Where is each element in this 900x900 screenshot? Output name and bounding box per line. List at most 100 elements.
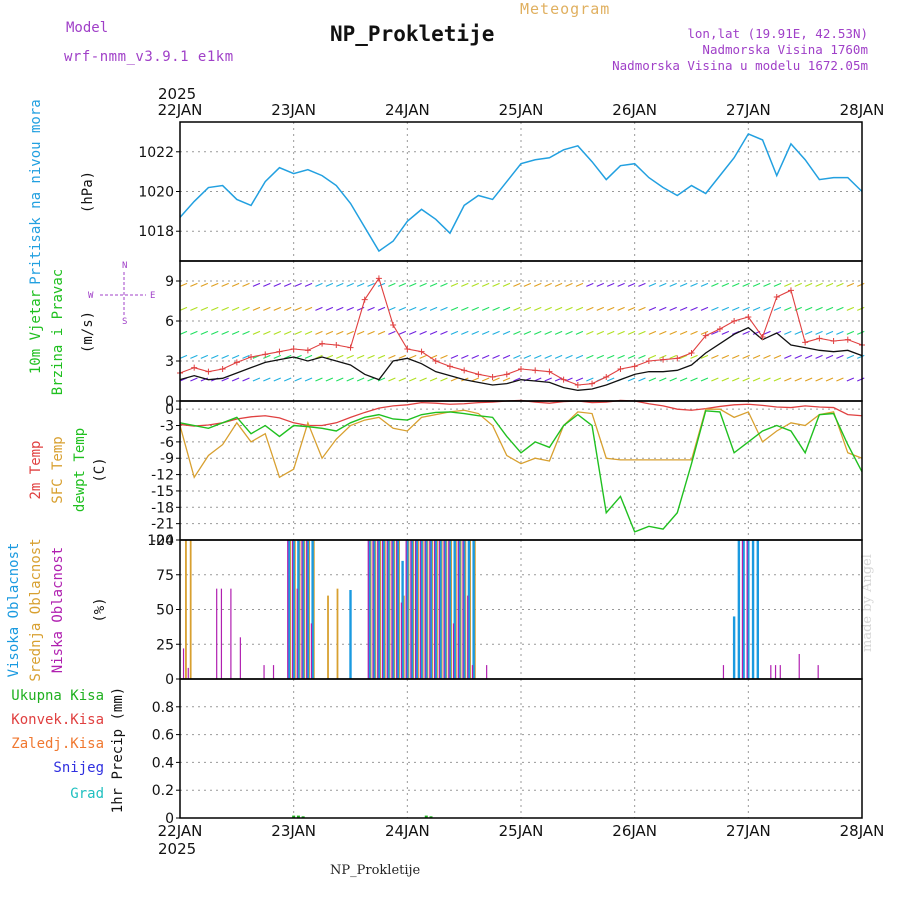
compass-n: N xyxy=(122,261,127,271)
wind-barb xyxy=(534,330,542,335)
wind-barb xyxy=(388,354,396,359)
wind-barb xyxy=(304,306,313,311)
wind-barb xyxy=(679,330,688,335)
wind-barb xyxy=(857,354,865,359)
wind-barb xyxy=(346,354,354,359)
wind-barb xyxy=(377,330,386,335)
cloud-tick-label: 0 xyxy=(165,672,174,688)
wind-barb xyxy=(283,282,292,287)
pressure-unit: (hPa) xyxy=(80,171,96,213)
wind-barb xyxy=(242,330,250,335)
wind-barb xyxy=(679,306,688,311)
wind-speed-line xyxy=(179,326,863,391)
wind-gust-marker xyxy=(716,326,723,332)
wind-barb xyxy=(294,306,302,311)
wind-barb xyxy=(450,282,459,287)
wind-barb xyxy=(638,330,646,335)
precip-legend-3: Snijeg xyxy=(53,760,104,776)
wind-barb xyxy=(721,282,730,287)
wind-barb xyxy=(679,377,688,382)
time-label-top: 27JAN xyxy=(726,101,771,119)
wind-barb xyxy=(700,306,709,311)
wind-barb xyxy=(273,282,281,287)
wind-barb xyxy=(231,377,240,382)
wind-barb xyxy=(523,330,532,335)
wind-barb xyxy=(659,306,667,311)
wind-barb xyxy=(471,377,479,382)
wind-barb xyxy=(732,282,740,287)
wind-barb xyxy=(606,282,615,287)
wind-barb xyxy=(596,330,604,335)
wind-barb xyxy=(523,354,532,359)
wind-gust-marker xyxy=(631,363,638,370)
wind-barb xyxy=(711,306,719,311)
wind-barb xyxy=(763,282,771,287)
year-label-top: 2025 xyxy=(158,85,196,103)
cloud-mid-ylabel: Srednja Oblacnost xyxy=(28,538,44,681)
wind-barb xyxy=(669,354,677,359)
wind-barb xyxy=(554,282,563,287)
wind-barb xyxy=(398,377,407,382)
wind-barb xyxy=(586,377,594,382)
wind-barb xyxy=(315,282,323,287)
wind-barb xyxy=(190,354,198,359)
wind-gust-marker xyxy=(418,348,425,355)
wind-ylabel: 10m Vjetar xyxy=(28,290,44,374)
wind-barb xyxy=(450,377,459,382)
wind-barb xyxy=(492,377,500,382)
wind-barb xyxy=(263,330,271,335)
wind-barb xyxy=(461,330,469,335)
wind-barb xyxy=(190,306,198,311)
wind-barb xyxy=(586,306,594,311)
wind-barb xyxy=(825,306,834,311)
wind-barb xyxy=(211,282,219,287)
wind-gust-marker xyxy=(290,346,297,352)
wind-barb xyxy=(825,330,834,335)
elevation-info: Nadmorska Visina 1760m xyxy=(702,42,868,57)
wind-barb xyxy=(794,330,802,335)
temp-tick-label: -21 xyxy=(151,517,174,533)
wind-barb xyxy=(669,282,677,287)
time-label-top: 28JAN xyxy=(840,101,885,119)
wind-barb xyxy=(263,354,271,359)
meteogram-label: Meteogram xyxy=(520,0,611,18)
time-label-bottom: 26JAN xyxy=(612,822,657,840)
wind-barb xyxy=(242,354,250,359)
wind-barb xyxy=(492,330,500,335)
wind-barb xyxy=(336,354,344,359)
wind-barb xyxy=(742,282,750,287)
time-label-bottom: 25JAN xyxy=(499,822,544,840)
wind-barb xyxy=(627,330,636,335)
cloud-low-ylabel: Niska Oblacnost xyxy=(50,547,66,673)
temp-tick-label: -6 xyxy=(160,435,174,451)
wind-barb xyxy=(346,330,354,335)
wind-barb xyxy=(627,354,636,359)
wind-gust-marker xyxy=(660,356,667,363)
wind-barb xyxy=(356,306,365,311)
precip-legend-2: Zaledj.Kisa xyxy=(11,736,104,752)
wind-barb xyxy=(398,330,407,335)
wind-barb xyxy=(388,282,396,287)
wind-barb xyxy=(315,377,323,382)
panel-frame-precip xyxy=(179,678,863,819)
temp-tick-label: -24 xyxy=(151,533,174,549)
wind-barb xyxy=(294,377,302,382)
wind-barb xyxy=(367,282,375,287)
wind-barb xyxy=(283,306,292,311)
wind-barb xyxy=(659,377,667,382)
wind-barb xyxy=(471,282,479,287)
wind-gust-marker xyxy=(759,334,766,340)
wind-barb xyxy=(711,354,719,359)
wind-barb xyxy=(492,306,500,311)
wind-unit: (m/s) xyxy=(80,311,96,353)
wind-barb xyxy=(565,354,573,359)
wind-barb xyxy=(606,377,615,382)
wind-barb xyxy=(648,306,657,311)
wind-barb xyxy=(409,330,417,335)
time-label-top: 22JAN xyxy=(158,101,203,119)
wind-ylabel2: Brzina i Pravac xyxy=(50,269,66,395)
wind-barb xyxy=(325,330,334,335)
wind-barb xyxy=(784,330,792,335)
wind-barb xyxy=(575,354,584,359)
wind-barb xyxy=(440,377,448,382)
